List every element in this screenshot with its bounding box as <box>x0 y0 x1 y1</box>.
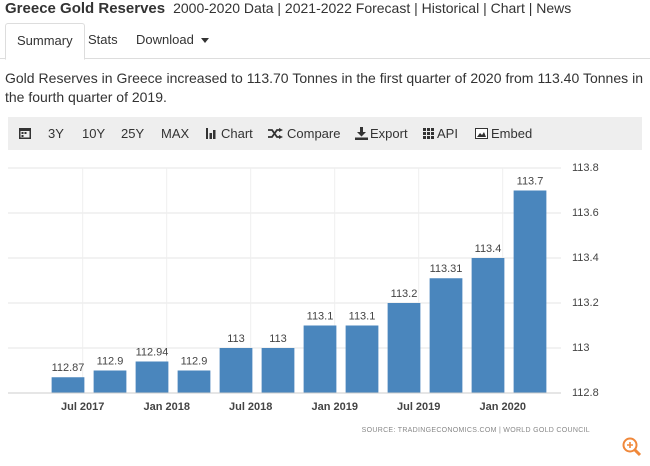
bar <box>471 258 505 393</box>
chart: 112.8 113 113.2 113.4 113.6 113.8 Jul 2017 Jan … <box>5 155 645 440</box>
range-button[interactable]: 10Y <box>82 126 106 141</box>
tab-label: Download <box>136 32 194 47</box>
bar <box>387 303 421 393</box>
bar <box>93 370 127 393</box>
value-label: 113.1 <box>307 310 334 322</box>
embed-icon <box>475 128 488 139</box>
y-tick-label: 113.4 <box>572 252 599 264</box>
tab[interactable]: Stats <box>88 32 118 47</box>
summary: Gold Reserves in Greece increased to 113… <box>5 70 643 105</box>
page-title: Greece Gold Reserves <box>5 0 166 17</box>
value-label: 113.31 <box>430 263 463 275</box>
tab[interactable]: Summary <box>5 23 85 60</box>
value-label: 112.94 <box>136 346 169 358</box>
zoom-icon[interactable] <box>621 436 643 458</box>
x-tick-label: Jul 2019 <box>397 401 440 413</box>
chart-icon <box>206 128 216 139</box>
bar <box>345 325 379 393</box>
bar <box>513 190 547 393</box>
nav-links[interactable]: 2000-2020 Data | 2021-2022 Forecast | Hi… <box>173 0 572 16</box>
export-button[interactable]: Export <box>370 126 408 141</box>
x-tick-label: Jul 2018 <box>229 401 272 413</box>
x-tick-label: Jul 2017 <box>61 401 104 413</box>
header: Greece Gold Reserves 2000-2020 Data | 202… <box>5 0 571 20</box>
toolbar: 3Y 10Y 25Y MAX Chart Compare Export API … <box>8 117 642 150</box>
compare-icon <box>268 128 283 139</box>
range-button[interactable]: MAX <box>161 126 190 141</box>
bar <box>303 325 337 393</box>
source: SOURCE: TRADINGECONOMICS.COM | WORLD GOL… <box>362 427 590 434</box>
calendar-icon[interactable] <box>19 127 31 139</box>
value-label: 113 <box>227 333 245 345</box>
value-label: 113.4 <box>475 243 502 255</box>
bar <box>51 377 85 393</box>
range-button[interactable]: 3Y <box>48 126 64 141</box>
bar <box>135 361 169 393</box>
x-tick-label: Jan 2018 <box>143 401 189 413</box>
compare-button[interactable]: Compare <box>287 126 341 141</box>
bar <box>219 348 253 393</box>
y-tick-label: 113 <box>572 342 590 354</box>
bar <box>429 278 463 393</box>
value-label: 113.2 <box>391 288 418 300</box>
y-tick-label: 113.2 <box>572 297 599 309</box>
plot-area <box>5 155 645 440</box>
value-label: 112.9 <box>97 355 124 367</box>
bar <box>177 370 211 393</box>
x-tick-label: Jan 2020 <box>479 401 525 413</box>
export-icon <box>355 127 368 140</box>
api-button[interactable]: API <box>437 126 458 141</box>
api-icon <box>423 128 434 139</box>
x-tick-label: Jan 2019 <box>311 401 357 413</box>
y-tick-label: 113.6 <box>572 207 599 219</box>
y-tick-label: 113.8 <box>572 162 599 174</box>
value-label: 112.9 <box>181 355 208 367</box>
tab[interactable]: Download <box>125 23 220 57</box>
value-label: 113 <box>269 333 287 345</box>
value-label: 113.1 <box>349 310 376 322</box>
chart-button[interactable]: Chart <box>221 126 253 141</box>
y-tick-label: 112.8 <box>572 387 599 399</box>
bar <box>261 348 295 393</box>
embed-button[interactable]: Embed <box>491 126 533 141</box>
tabs: Summary Stats Download <box>0 23 650 60</box>
value-label: 113.7 <box>517 175 544 187</box>
range-button[interactable]: 25Y <box>121 126 145 141</box>
caret <box>201 38 210 44</box>
value-label: 112.87 <box>52 362 85 374</box>
